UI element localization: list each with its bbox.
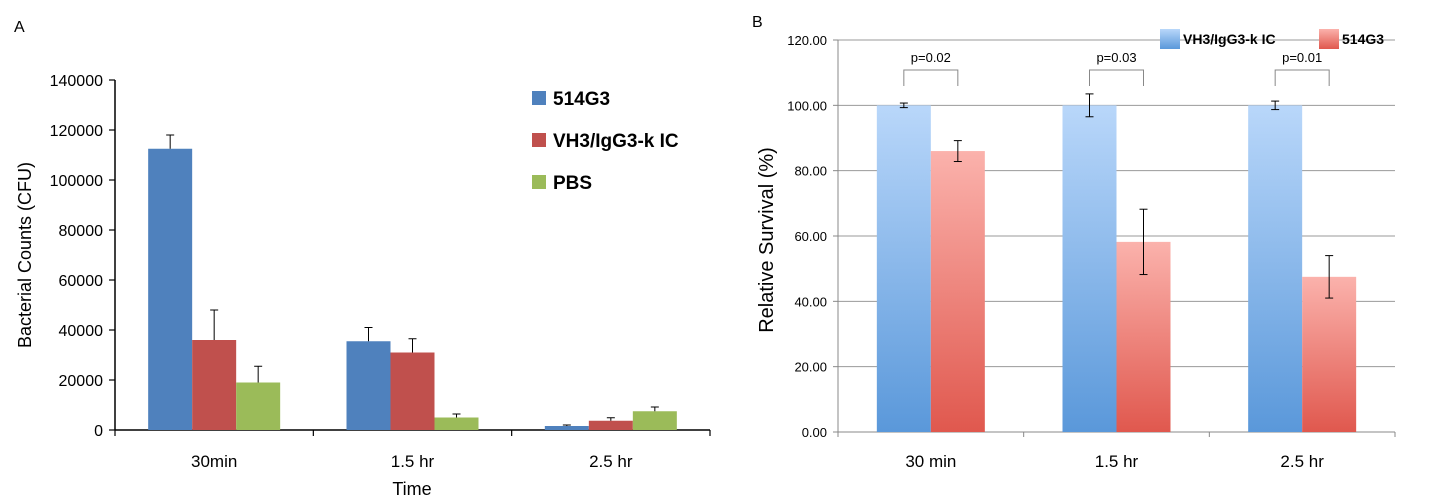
chart-a-ytick-label: 80000 (59, 223, 104, 240)
chart-b-xtick-label: 30 min (905, 452, 956, 471)
chart-a-bar (434, 417, 479, 430)
chart-b-pvalue-label: p=0.03 (1096, 50, 1136, 65)
chart-b-pvalue-label: p=0.02 (911, 50, 951, 65)
chart-b-bar (1248, 105, 1303, 432)
chart-a-bar (236, 382, 281, 430)
chart-b-ytick-label: 120.00 (787, 33, 827, 48)
chart-b-pvalue-label: p=0.01 (1282, 50, 1322, 65)
chart-b-ylabel: Relative Survival (%) (756, 147, 778, 333)
chart-a-ylabel: Bacterial Counts (CFU) (15, 162, 35, 348)
chart-a-ytick-label: 0 (94, 423, 103, 440)
chart-b-ytick-label: 40.00 (794, 294, 827, 309)
chart-a-xlabel: Time (392, 479, 431, 498)
chart-a-bar (390, 352, 435, 430)
chart-a-legend-label: 514G3 (553, 89, 610, 110)
chart-a-ytick-label: 20000 (59, 373, 104, 390)
chart-b-legend-label: 514G3 (1342, 31, 1384, 47)
chart-b-xtick-label: 2.5 hr (1280, 452, 1324, 471)
chart-a-bar (148, 148, 193, 430)
chart-a-xtick-label: 2.5 hr (589, 452, 633, 471)
chart-b-legend-label: VH3/IgG3-k IC (1183, 31, 1276, 47)
chart-a-ytick-label: 60000 (59, 273, 104, 290)
chart-a-legend-label: VH3/IgG3-k IC (553, 131, 679, 152)
chart-b-bar (1302, 276, 1357, 432)
chart-a-bar (346, 341, 391, 430)
chart-b-ytick-label: 0.00 (802, 425, 827, 440)
chart-b-bar (930, 151, 985, 433)
chart-a-ytick-label: 140000 (50, 73, 103, 90)
chart-b-significance-bracket (1089, 69, 1144, 86)
chart-a-ytick-label: 40000 (59, 323, 104, 340)
chart-b-legend-swatch (1160, 29, 1180, 49)
chart-a-xtick-label: 30min (191, 452, 237, 471)
chart-b-legend-swatch (1319, 29, 1339, 49)
chart-b-bar (876, 105, 931, 432)
chart-b-significance-bracket (1274, 69, 1330, 86)
chart-b-xtick-label: 1.5 hr (1095, 452, 1139, 471)
chart-a-bar (192, 340, 237, 430)
chart-a-ytick-label: 120000 (50, 123, 103, 140)
chart-b-ytick-label: 100.00 (787, 98, 827, 113)
chart-a-ytick-label: 100000 (50, 173, 103, 190)
chart-b-bar (1062, 105, 1117, 432)
chart-a-legend-swatch (532, 91, 546, 105)
chart-b-ytick-label: 80.00 (794, 164, 827, 179)
chart-a-bar (544, 426, 589, 430)
chart-a-legend-label: PBS (553, 173, 592, 194)
chart-a-xtick-label: 1.5 hr (391, 452, 435, 471)
chart-a-bar (588, 420, 633, 430)
panel-label-b: B (752, 14, 763, 31)
chart-b-ytick-label: 20.00 (794, 360, 827, 375)
chart-b: B Relative Survival (%) 0.00 20.00 40.00 60… (752, 14, 1396, 471)
chart-a-bar (632, 411, 677, 430)
chart-a: A Bacterial Counts (CFU) Time 0 20000 4000… (14, 19, 711, 498)
chart-a-legend-swatch (532, 133, 546, 147)
chart-b-significance-bracket (903, 69, 959, 86)
chart-a-legend-swatch (532, 175, 546, 189)
panel-label-a: A (14, 19, 25, 36)
chart-b-ytick-label: 60.00 (794, 229, 827, 244)
